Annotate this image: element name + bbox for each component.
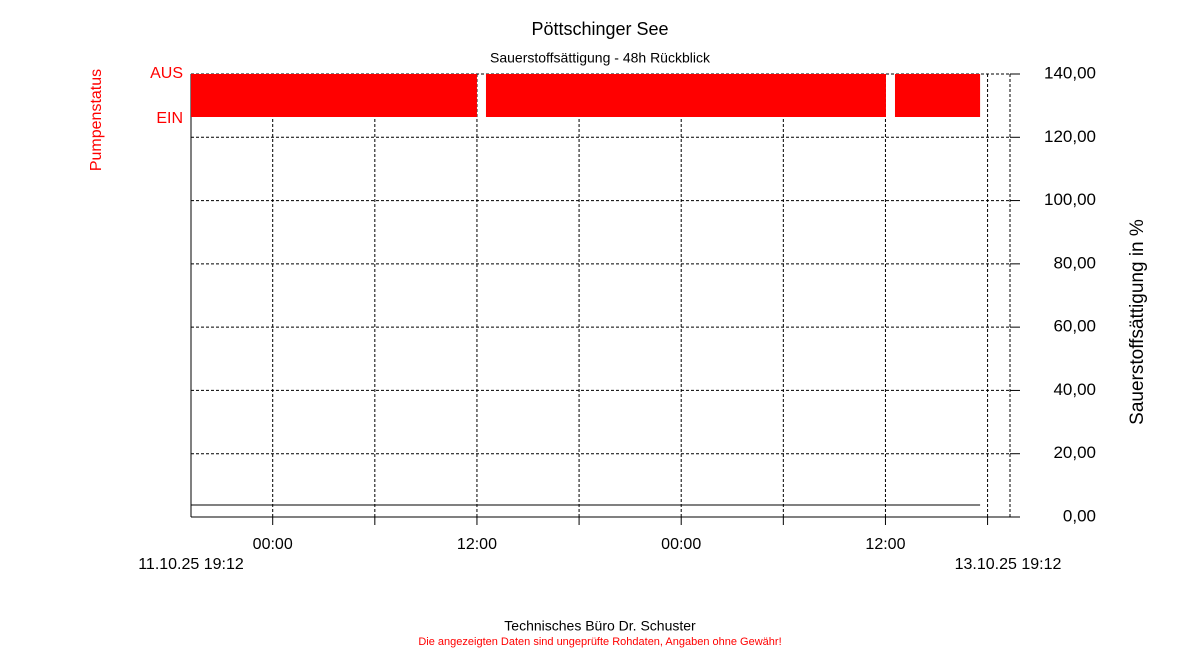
x-tick-label: 12:00 (865, 536, 905, 553)
x-tick-label: 12:00 (457, 536, 497, 553)
y-tick-label: 120,00 (1044, 127, 1096, 146)
y-tick-label: 20,00 (1053, 443, 1096, 462)
y-tick-label: 140,00 (1044, 63, 1096, 82)
pump-segment (894, 74, 981, 117)
pump-axis-label: Pumpenstatus (88, 69, 105, 171)
y-tick-label: 100,00 (1044, 190, 1096, 209)
y-tick-label: 40,00 (1053, 380, 1096, 399)
pump-level-label: AUS (150, 65, 183, 82)
y-tick-label: 80,00 (1053, 253, 1096, 272)
chart-title: Pöttschinger See (531, 19, 668, 39)
chart-subtitle: Sauerstoffsättigung - 48h Rückblick (490, 50, 711, 66)
y-axis-label: Sauerstoffsättigung in % (1127, 219, 1148, 425)
x-start-label: 11.10.25 19:12 (138, 556, 244, 573)
pump-level-label: EIN (156, 110, 183, 127)
y-tick-label: 60,00 (1053, 317, 1096, 336)
x-tick-label: 00:00 (661, 536, 701, 553)
x-tick-label: 00:00 (253, 536, 293, 553)
y-tick-label: 0,00 (1063, 506, 1096, 525)
disclaimer: Die angezeigten Daten sind ungeprüfte Ro… (418, 636, 781, 648)
pump-segment (191, 74, 477, 117)
x-end-label: 13.10.25 19:12 (955, 556, 1062, 573)
footer: Technisches Büro Dr. Schuster (504, 618, 696, 634)
pump-segment (485, 74, 886, 117)
